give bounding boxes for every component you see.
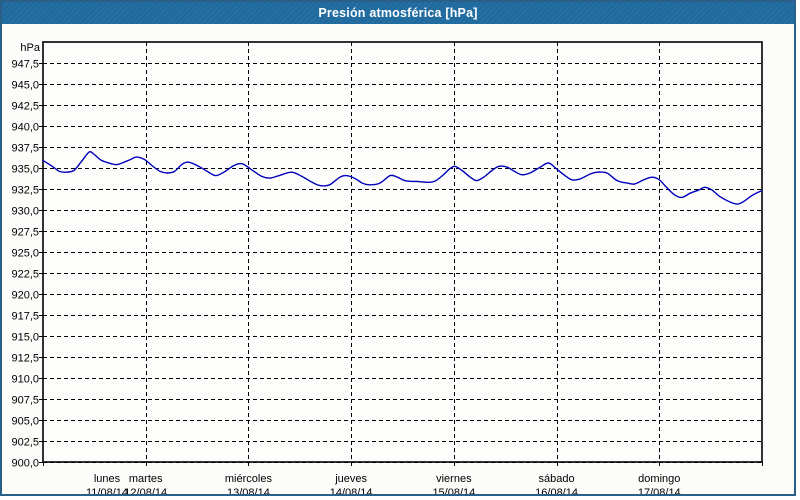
y-axis-tick-label: 915,0 [11, 332, 39, 344]
chart-title-bar: Presión atmosférica [hPa] [2, 2, 794, 24]
y-axis-tick-label: 925,0 [11, 248, 39, 260]
chart-title: Presión atmosférica [hPa] [318, 6, 478, 20]
y-axis-tick-label: 910,0 [11, 374, 39, 386]
x-axis-day-label: domingo [638, 473, 680, 485]
y-axis-tick-label: 912,5 [11, 353, 39, 365]
y-axis-tick-label: 920,0 [11, 290, 39, 302]
x-axis-date-label: 13/08/14 [227, 487, 270, 496]
plot-border [42, 41, 763, 463]
y-axis-tick-label: 902,5 [11, 437, 39, 449]
y-axis-tick-label: 907,5 [11, 395, 39, 407]
x-axis-date-label: 14/08/14 [330, 487, 373, 496]
y-axis-unit-label: hPa [20, 42, 40, 54]
x-axis-day-label: sábado [539, 473, 575, 485]
x-axis-day-label: miércoles [225, 473, 273, 485]
x-axis-date-label: 16/08/14 [535, 487, 578, 496]
x-axis-date-label: 12/08/14 [124, 487, 167, 496]
pressure-series-line [42, 151, 763, 205]
y-axis-tick-label: 927,5 [11, 227, 39, 239]
y-axis-tick-label: 917,5 [11, 311, 39, 323]
y-axis-tick-label: 922,5 [11, 269, 39, 281]
y-axis-tick-label: 940,0 [11, 122, 39, 134]
y-axis-tick-label: 945,0 [11, 80, 39, 92]
x-axis-date-label: 11/08/14 [86, 487, 128, 496]
x-axis-day-label: martes [129, 473, 163, 485]
x-axis-day-label: viernes [436, 473, 472, 485]
y-axis-tick-label: 937,5 [11, 143, 39, 155]
x-axis-date-label: 17/08/14 [638, 487, 681, 496]
y-axis-tick-label: 935,0 [11, 164, 39, 176]
y-axis-tick-label: 900,0 [11, 458, 39, 470]
x-axis-date-label: 15/08/14 [432, 487, 475, 496]
y-axis-tick-label: 947,5 [11, 59, 39, 71]
x-axis-day-label: lunes [94, 473, 121, 485]
x-axis-day-label: jueves [334, 473, 367, 485]
y-axis-tick-label: 930,0 [11, 206, 39, 218]
y-axis-tick-label: 942,5 [11, 101, 39, 113]
y-axis-tick-label: 932,5 [11, 185, 39, 197]
y-axis-tick-label: 905,0 [11, 416, 39, 428]
